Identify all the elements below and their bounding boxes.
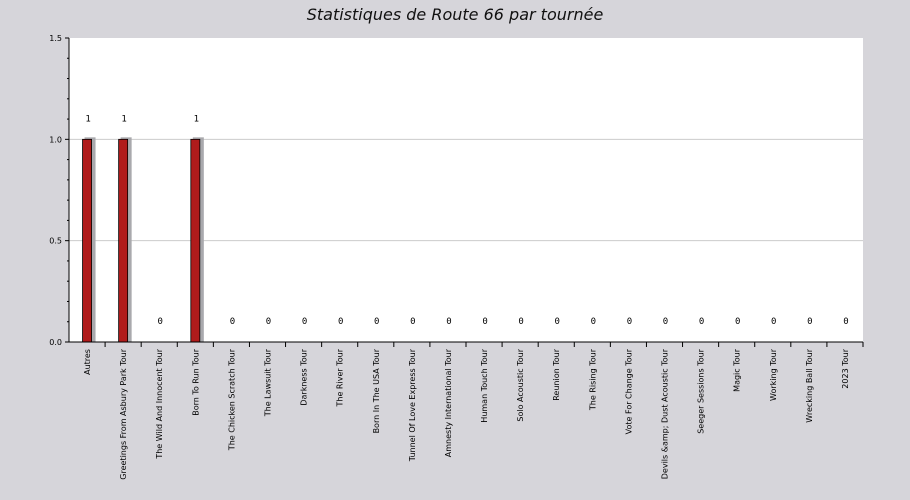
data-label: 0 <box>663 317 668 327</box>
chart-title: Statistiques de Route 66 par tournée <box>306 5 604 24</box>
x-tick-label: Reunion Tour <box>552 348 561 400</box>
x-tick-label: The Chicken Scratch Tour <box>227 348 236 451</box>
data-label: 0 <box>699 317 704 327</box>
data-label: 0 <box>266 317 271 327</box>
x-tick-label: Tunnel Of Love Express Tour <box>408 348 417 462</box>
data-label: 0 <box>446 317 451 327</box>
data-label: 0 <box>158 317 163 327</box>
x-tick-label: Darkness Tour <box>300 348 309 405</box>
bar <box>118 138 129 343</box>
x-tick-label: The Wild And Innocent Tour <box>155 348 164 459</box>
y-tick-label: 1.5 <box>49 34 62 43</box>
data-label: 0 <box>843 317 848 327</box>
x-tick-label: The Lawsuit Tour <box>264 348 273 417</box>
x-tick-label: Devils &amp; Dust Acoustic Tour <box>661 348 670 479</box>
x-tick-label: Magic Tour <box>733 348 742 392</box>
x-tick-label: Autres <box>83 349 92 375</box>
x-tick-label: Seeger Sessions Tour <box>697 348 706 433</box>
data-label: 0 <box>302 317 307 327</box>
bar <box>190 138 201 343</box>
data-label: 0 <box>338 317 343 327</box>
data-label: 0 <box>591 317 596 327</box>
data-label: 0 <box>482 317 487 327</box>
data-label: 0 <box>518 317 523 327</box>
y-tick-label: 0.0 <box>49 338 62 347</box>
x-tick-label: Born To Run Tour <box>191 348 200 415</box>
y-tick-label: 1.0 <box>49 135 62 144</box>
x-tick-label: The River Tour <box>336 348 345 407</box>
x-tick-label: Amnesty International Tour <box>444 348 453 457</box>
x-tick-label: Wrecking Ball Tour <box>805 348 814 422</box>
x-tick-label: Solo Acoustic Tour <box>516 348 525 421</box>
data-label: 1 <box>121 114 126 124</box>
plot-area <box>69 38 863 342</box>
x-tick-label: Born In The USA Tour <box>372 348 381 433</box>
x-tick-label: Greetings From Asbury Park Tour <box>119 348 128 479</box>
data-label: 0 <box>410 317 415 327</box>
data-label: 0 <box>555 317 560 327</box>
x-tick-label: Human Touch Tour <box>480 348 489 422</box>
data-label: 1 <box>194 114 199 124</box>
x-tick-label: The Rising Tour <box>588 348 597 411</box>
bar <box>82 138 92 343</box>
data-label: 0 <box>627 317 632 327</box>
data-label: 0 <box>374 317 379 327</box>
data-label: 0 <box>735 317 740 327</box>
x-tick-label: Vote For Change Tour <box>624 348 633 434</box>
y-tick-label: 0.5 <box>49 237 62 246</box>
x-tick-label: Working Tour <box>769 348 778 401</box>
data-label: 1 <box>85 114 90 124</box>
data-label: 0 <box>771 317 776 327</box>
data-label: 0 <box>807 317 812 327</box>
data-label: 0 <box>230 317 235 327</box>
x-tick-label: 2023 Tour <box>841 348 850 388</box>
